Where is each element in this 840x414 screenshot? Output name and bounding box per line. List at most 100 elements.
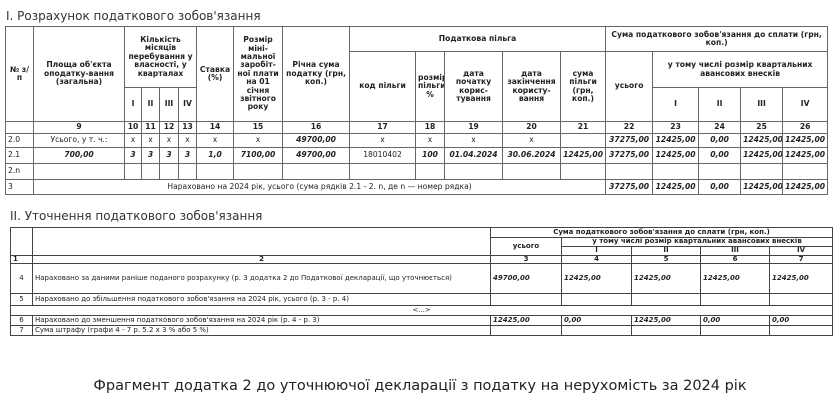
table-cell	[740, 163, 784, 180]
table-cell	[700, 325, 770, 337]
table-cell: 12425,00	[740, 179, 784, 195]
table-cell: 0,00	[698, 147, 742, 164]
hdr-months: Кількість місяців перебування у власност…	[123, 26, 198, 88]
col-num: 1	[10, 254, 33, 265]
table-cell	[652, 163, 700, 180]
table-cell: 12425,00	[782, 147, 829, 164]
table-cell: 0,00	[768, 315, 834, 327]
table-cell: x	[415, 133, 446, 148]
hdr-pq1: I	[652, 87, 700, 122]
table-cell	[560, 133, 607, 148]
table-cell: x	[444, 133, 504, 148]
table-cell	[768, 325, 834, 337]
col-num: 16	[282, 121, 351, 134]
table-cell	[33, 163, 125, 180]
table-cell	[349, 163, 417, 180]
hdr-pq4: IV	[782, 87, 829, 122]
hdr-q2: II	[141, 87, 160, 122]
row-label: Сума штрафу (графи 4 - 7 р. 5.2 х 3 % аб…	[32, 325, 491, 337]
row-number: 2.0	[5, 133, 34, 148]
table-cell	[444, 163, 504, 180]
table-cell: x	[124, 133, 142, 148]
hdr2-q3: III	[700, 246, 770, 256]
row-number: 7	[10, 325, 33, 337]
table-cell: 12425,00	[700, 263, 770, 295]
table-cell: 100	[415, 147, 446, 164]
table-cell	[698, 163, 742, 180]
table-cell	[782, 163, 829, 180]
table-row: 7 Сума штрафу (графи 4 - 7 р. 5.2 х 3 % а…	[10, 325, 834, 337]
table-cell: 49700,00	[490, 263, 562, 295]
hdr-ben-sum: сума пільги (грн, коп.)	[560, 51, 607, 122]
row-label: Нараховано до збільшення податкового зоб…	[32, 293, 491, 307]
section2-title: II. Уточнення податкового зобов'язання	[10, 209, 263, 223]
table-cell: x	[196, 133, 235, 148]
table-cell: 49700,00	[282, 147, 351, 164]
row-number: 2.1	[5, 147, 34, 164]
table-cell: 0,00	[698, 179, 742, 195]
table-cell: 12425,00	[740, 133, 784, 148]
table-cell	[177, 163, 198, 180]
table-cell	[561, 325, 632, 337]
table-cell	[631, 293, 701, 307]
caption: Фрагмент додатка 2 до уточнюючої деклара…	[93, 378, 747, 394]
col-num: 14	[196, 121, 235, 134]
hdr-ben-code: код пільги	[349, 51, 417, 122]
hdr-ben-pct: розмір пільги, %	[415, 51, 446, 122]
hdr-q1: I	[124, 87, 142, 122]
hdr2-q2: II	[631, 246, 701, 256]
table-cell: Усього, у т. ч.:	[33, 133, 125, 148]
tax-calculation-table: № з/п Площа об'єкта оподатку-вання (зага…	[5, 26, 829, 195]
col-num: 6	[700, 254, 770, 265]
table-cell: 30.06.2024	[502, 147, 562, 164]
table-cell: 12425,00	[740, 147, 784, 164]
col-num: 22	[605, 121, 654, 134]
hdr2-total: усього	[490, 237, 562, 256]
row-number: 4	[10, 263, 33, 295]
col-num: 26	[782, 121, 829, 134]
col-num: 12	[159, 121, 179, 134]
table-cell: 3	[159, 147, 179, 164]
table-cell: 0,00	[698, 133, 742, 148]
hdr-annual: Річна сума податку (грн, коп.)	[282, 26, 351, 122]
table-cell: 12425,00	[782, 179, 829, 195]
col-num: 18	[415, 121, 446, 134]
table-cell: 12425,00	[768, 263, 834, 295]
table-cell: 37275,00	[605, 133, 654, 148]
table-cell: 3	[141, 147, 160, 164]
table-row: 2.0 Усього, у т. ч.: x x x x x x 49700,00 x x x x 372…	[5, 133, 829, 148]
table-cell	[560, 163, 607, 180]
table-cell: x	[502, 133, 562, 148]
hdr-q3: III	[159, 87, 179, 122]
table-cell: x	[233, 133, 284, 148]
col-num: 15	[233, 121, 284, 134]
hdr2-q4: IV	[768, 246, 834, 256]
table-cell: 12425,00	[652, 133, 700, 148]
hdr-rate: Ставка (%)	[196, 26, 235, 122]
table-cell	[490, 293, 562, 307]
hdr-num: № з/п	[5, 26, 34, 122]
row-number: 5	[10, 293, 33, 307]
table-cell: x	[177, 133, 198, 148]
table-cell: x	[141, 133, 160, 148]
hdr2-incl: у тому числі розмір квартальних авансови…	[560, 237, 834, 247]
table-cell: 1,0	[196, 147, 235, 164]
table-cell	[502, 163, 562, 180]
hdr-incl: у тому числі розмір квартальних авансови…	[652, 51, 829, 88]
table-cell: 700,00	[33, 147, 125, 164]
hdr-ben-end: дата закінчення користу-вання	[502, 51, 562, 122]
table-cell: 3	[124, 147, 142, 164]
table-cell: 12425,00	[561, 263, 632, 295]
ellipsis-row: <...>	[9, 305, 834, 317]
table-cell	[561, 293, 632, 307]
col-num: 4	[561, 254, 632, 265]
hdr-ben-start: дата початку корис-тування	[444, 51, 504, 122]
table-cell	[605, 163, 654, 180]
total-label: Нараховано на 2024 рік, усього (сума ряд…	[32, 179, 607, 195]
col-num: 9	[33, 121, 125, 134]
col-num: 17	[349, 121, 417, 134]
table-cell: x	[159, 133, 179, 148]
table-cell: 0,00	[561, 315, 632, 327]
table-cell: x	[349, 133, 417, 148]
col-num: 11	[141, 121, 160, 134]
